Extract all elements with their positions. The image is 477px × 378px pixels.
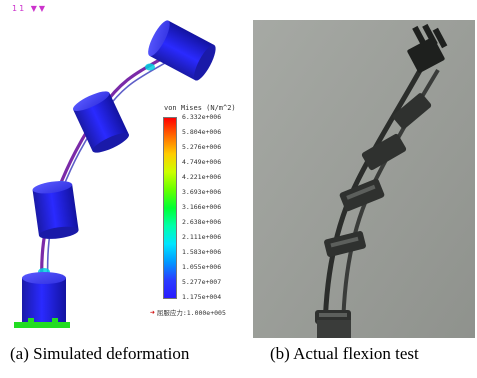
tick-label: 5.276e+006 [182,143,222,151]
yield-strength-note: ➜ 屈服应力:1.000e+005 [150,307,226,317]
tick-label: 2.111e+006 [182,233,222,241]
backbone-curve [40,46,181,286]
flexion-test-photo [253,20,475,338]
gripper [407,23,448,73]
tick-label: 3.166e+006 [182,203,222,211]
simulation-panel: 11 ▼▼ [0,0,242,338]
viewport-marks: 11 ▼▼ [12,4,48,13]
segment-3 [73,91,129,153]
arrow-right-icon: ➜ [150,308,155,317]
simulation-render [14,20,216,328]
colorbar-tick-labels: 6.332e+006 5.804e+006 5.276e+006 4.749e+… [182,113,242,301]
caption-actual-flexion-test: (b) Actual flexion test [270,344,419,363]
yield-strength-text: 屈服应力:1.000e+005 [156,309,226,317]
tick-label: 1.583e+006 [182,248,222,256]
stress-colorbar [163,117,177,299]
tick-label: 1.175e+004 [182,293,222,301]
tick-label: 4.221e+006 [182,173,222,181]
tick-label: 2.638e+006 [182,218,222,226]
caption-simulated-deformation: (a) Simulated deformation [10,344,190,363]
tick-label: 5.277e+007 [182,278,222,286]
legend-title: von Mises (N/m^2) [164,104,236,112]
tick-label: 4.749e+006 [182,158,222,166]
tick-label: 3.693e+006 [182,188,222,196]
photo-panel [253,20,475,338]
tick-label: 6.332e+006 [182,113,222,121]
tick-label: 5.804e+006 [182,128,222,136]
tip-segment [148,20,216,81]
tick-label: 1.055e+006 [182,263,222,271]
base-segment [14,272,70,328]
segment-2 [32,181,79,239]
